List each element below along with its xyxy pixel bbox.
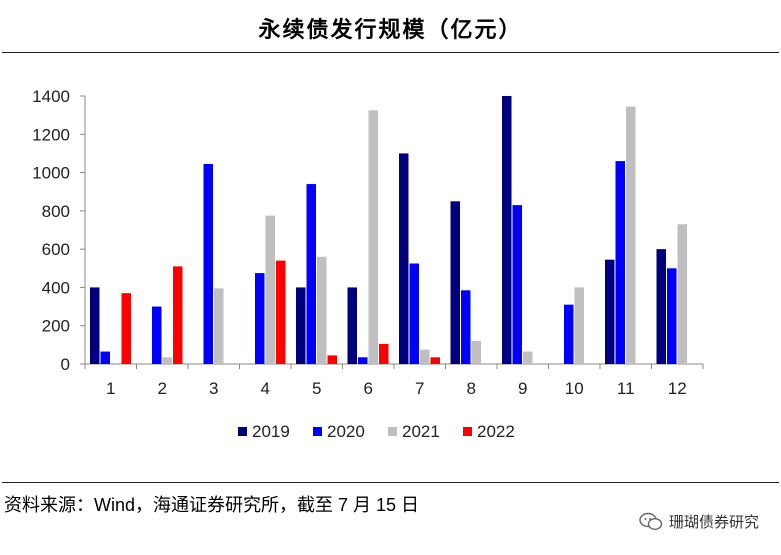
- bar-2020-9: [512, 205, 522, 364]
- source-note: 资料来源：Wind，海通证券研究所，截至 7 月 15 日: [4, 495, 420, 515]
- x-tick-label: 5: [312, 379, 321, 398]
- bar-2019-11: [605, 259, 615, 364]
- bar-2021-4: [265, 215, 275, 364]
- x-tick-label: 12: [668, 379, 687, 398]
- bar-2021-2: [162, 357, 172, 364]
- x-tick-label: 6: [364, 379, 373, 398]
- bar-2021-6: [368, 110, 378, 364]
- watermark: 珊瑚债券研究: [639, 511, 759, 532]
- bar-2020-11: [615, 161, 625, 364]
- bar-2021-11: [626, 106, 636, 365]
- bar-2022-7: [430, 357, 440, 364]
- legend-swatch-2020: [313, 427, 322, 436]
- bar-2019-5: [296, 287, 306, 364]
- bar-2022-6: [379, 343, 389, 364]
- bar-2020-6: [358, 357, 368, 364]
- bar-2022-5: [327, 355, 337, 364]
- y-tick-label: 200: [42, 317, 70, 336]
- watermark-text: 珊瑚债券研究: [668, 513, 759, 531]
- chart-title: 永续债发行规模（亿元）: [258, 18, 523, 43]
- x-tick-label: 3: [209, 379, 218, 398]
- bottom-rule: [2, 482, 779, 483]
- x-tick-label: 7: [415, 379, 424, 398]
- bar-2021-7: [420, 349, 430, 364]
- bar-2020-7: [409, 263, 419, 364]
- bar-2020-2: [152, 306, 162, 364]
- bar-2021-10: [574, 287, 584, 364]
- bar-2021-8: [471, 341, 481, 364]
- x-tick-label: 10: [565, 379, 584, 398]
- bar-2022-4: [276, 260, 286, 364]
- x-tick-label: 1: [106, 379, 115, 398]
- bar-2019-6: [347, 287, 357, 364]
- legend-swatch-2021: [388, 427, 397, 436]
- y-tick-label: 1400: [32, 87, 70, 106]
- bar-2020-12: [667, 268, 677, 364]
- bar-2020-3: [203, 163, 213, 364]
- y-tick-label: 400: [42, 278, 70, 297]
- y-tick-label: 800: [42, 202, 70, 221]
- bar-2019-9: [502, 96, 512, 364]
- bar-2019-7: [399, 153, 409, 364]
- x-tick-label: 4: [261, 379, 270, 398]
- legend-label-2020: 2020: [327, 422, 365, 441]
- bar-2020-4: [255, 273, 265, 364]
- bar-2019-1: [90, 287, 100, 364]
- bar-2021-9: [523, 351, 533, 364]
- y-tick-label: 1200: [32, 125, 70, 144]
- y-tick-label: 1000: [32, 164, 70, 183]
- bar-2020-1: [100, 351, 110, 364]
- wechat-icon: [639, 512, 663, 530]
- bar-2021-12: [677, 224, 687, 364]
- bar-2019-8: [450, 201, 460, 364]
- x-tick-label: 8: [467, 379, 476, 398]
- legend-swatch-2019: [238, 427, 247, 436]
- bar-2020-10: [564, 304, 574, 364]
- legend-label-2022: 2022: [477, 422, 515, 441]
- x-tick-label: 2: [158, 379, 167, 398]
- legend-label-2019: 2019: [252, 422, 290, 441]
- bar-2020-5: [306, 184, 316, 364]
- bar-2022-2: [173, 266, 183, 364]
- x-tick-label: 9: [518, 379, 527, 398]
- bar-2022-1: [121, 293, 131, 364]
- top-rule: [2, 52, 779, 53]
- x-tick-label: 11: [617, 379, 635, 398]
- bar-2021-5: [317, 256, 327, 364]
- legend-label-2021: 2021: [402, 422, 440, 441]
- bar-2020-8: [461, 290, 471, 364]
- bar-2021-3: [214, 288, 224, 364]
- legend-swatch-2022: [463, 427, 472, 436]
- y-tick-label: 0: [61, 355, 70, 374]
- y-tick-label: 600: [42, 240, 70, 259]
- bar-2019-12: [656, 249, 666, 364]
